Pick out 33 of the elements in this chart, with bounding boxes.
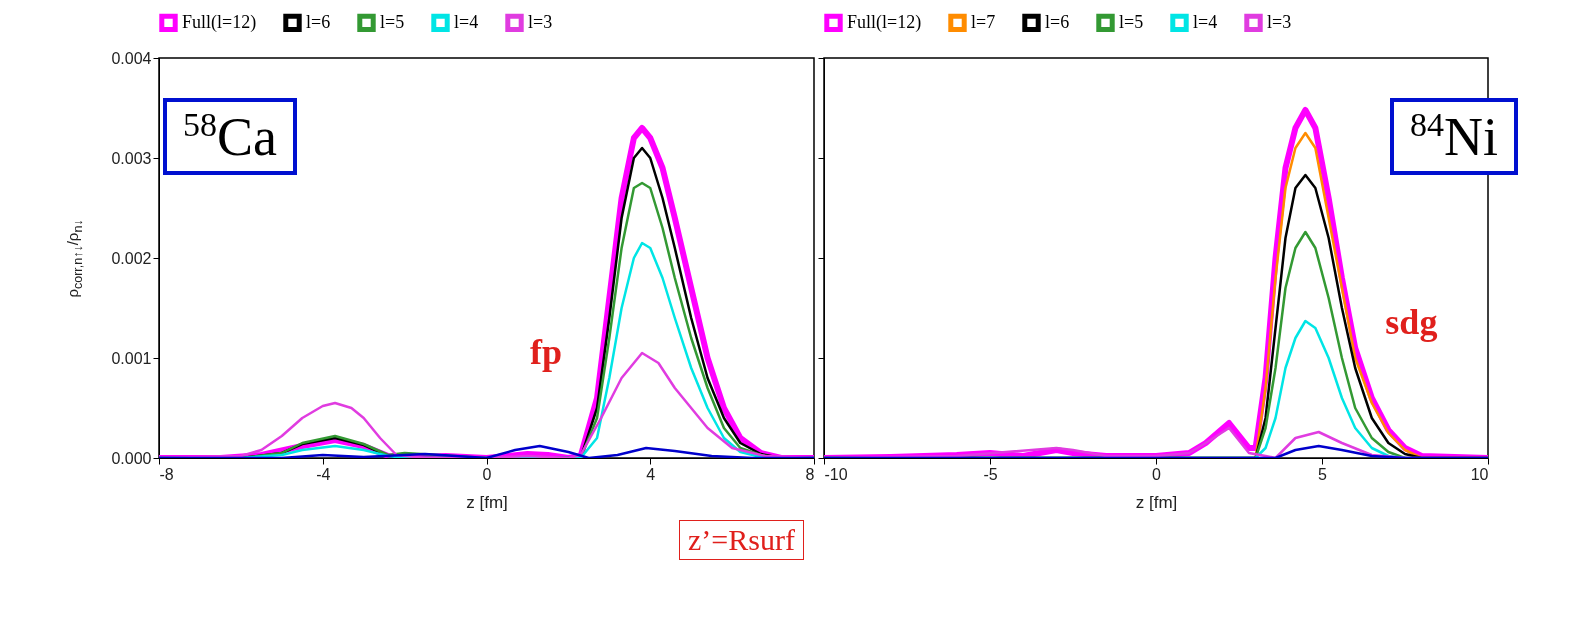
legend-label: l=5 <box>1119 11 1144 32</box>
text: z’=Rsurf <box>679 520 804 560</box>
legend-label: l=6 <box>306 11 331 32</box>
legend-label: l=7 <box>971 11 996 32</box>
legend-label: l=3 <box>528 11 553 32</box>
y-tick-label: 0.000 <box>111 449 152 467</box>
x-tick-label: 5 <box>1318 465 1328 483</box>
x-axis-title: z [fm] <box>466 492 508 512</box>
y-tick-label: 0.001 <box>111 349 152 367</box>
y-tick-label: 0.002 <box>111 249 152 267</box>
annotation: $^{58}$Ca <box>163 98 297 176</box>
x-tick-label: 4 <box>646 465 656 483</box>
x-tick-label: -4 <box>316 465 331 483</box>
annotation: fp <box>530 332 563 372</box>
y-tick-label: 0.004 <box>111 49 152 67</box>
legend-label: l=3 <box>1267 11 1292 32</box>
y-tick-label: 0.003 <box>111 149 152 167</box>
legend-label: l=4 <box>454 11 479 32</box>
legend-label: Full(l=12) <box>847 11 922 33</box>
x-tick-label: -5 <box>983 465 998 483</box>
x-tick-label: -10 <box>824 465 848 483</box>
x-axis-title: z [fm] <box>1135 492 1178 512</box>
legend-label: l=4 <box>1193 11 1218 32</box>
x-tick-label: 8 <box>805 465 815 483</box>
legend-label: Full(l=12) <box>182 11 257 33</box>
x-tick-label: -8 <box>159 465 174 483</box>
x-tick-label: 10 <box>1470 465 1489 483</box>
legend-label: l=5 <box>380 11 405 32</box>
legend-label: l=6 <box>1045 11 1070 32</box>
x-tick-label: 0 <box>482 465 492 483</box>
annotation: sdg <box>1385 302 1438 342</box>
annotation: $^{84}$Ni <box>1390 98 1518 176</box>
x-tick-label: 0 <box>1152 465 1162 483</box>
